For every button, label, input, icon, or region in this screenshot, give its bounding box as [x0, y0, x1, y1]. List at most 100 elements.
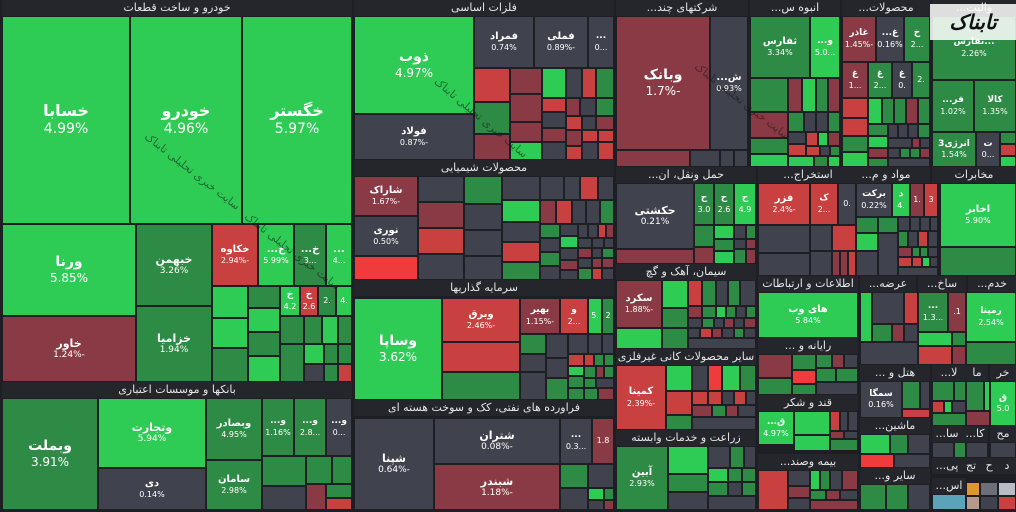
stock-tile-small[interactable]	[326, 498, 352, 510]
stock-tile-small[interactable]	[602, 334, 614, 354]
stock-tile-small[interactable]	[520, 334, 546, 354]
stock-tile[interactable]: وبانک -1.7%	[616, 16, 710, 150]
stock-tile-small[interactable]	[714, 251, 734, 264]
stock-tile-small[interactable]	[304, 344, 324, 364]
stock-tile-small[interactable]	[990, 442, 1016, 458]
stock-tile-small[interactable]	[918, 124, 930, 138]
stock-tile-small[interactable]	[1000, 156, 1016, 167]
stock-tile-small[interactable]	[932, 494, 966, 510]
stock-tile[interactable]: حکشتی 0.21%	[616, 183, 694, 249]
stock-tile[interactable]: خودرو 4.96%	[130, 16, 242, 224]
stock-tile-small[interactable]	[746, 225, 756, 239]
stock-tile-small[interactable]	[324, 364, 338, 382]
stock-tile-small[interactable]	[604, 366, 614, 378]
stock-tile-small[interactable]	[262, 486, 306, 510]
stock-tile[interactable]: خاور -1.24%	[2, 316, 136, 382]
stock-tile-small[interactable]	[740, 365, 756, 391]
stock-tile-small[interactable]	[842, 118, 868, 136]
stock-tile-small[interactable]	[464, 204, 502, 230]
sector-header[interactable]: بانکها و موسسات اعتباری	[2, 382, 352, 398]
stock-tile-small[interactable]	[728, 280, 740, 306]
sector-header[interactable]: سرمایه گذاریها	[354, 280, 614, 296]
stock-tile[interactable]: فزر -2.4%	[758, 183, 810, 225]
stock-tile-small[interactable]	[898, 217, 910, 231]
stock-tile-small[interactable]	[248, 332, 280, 356]
stock-tile-small[interactable]	[560, 270, 578, 280]
stock-tile[interactable]: غ ...1	[842, 62, 868, 98]
stock-tile-small[interactable]: .4	[336, 286, 352, 316]
stock-tile-small[interactable]	[568, 334, 588, 354]
stock-tile-small[interactable]	[568, 388, 584, 400]
sector-header[interactable]: قند و شکر	[758, 395, 858, 411]
stock-tile-small[interactable]	[726, 405, 738, 417]
stock-tile[interactable]: اخابر 5.90%	[940, 183, 1016, 247]
stock-tile-small[interactable]	[738, 405, 756, 417]
stock-tile-small[interactable]	[304, 364, 324, 382]
stock-tile-small[interactable]	[708, 391, 722, 405]
stock-tile[interactable]: دی 0.14%	[98, 468, 206, 510]
stock-tile-small[interactable]	[708, 365, 722, 391]
stock-tile[interactable]: خ ...2	[904, 16, 930, 62]
stock-tile[interactable]: خگستر 5.97%	[242, 16, 352, 224]
stock-tile-small[interactable]	[940, 247, 1016, 276]
stock-tile[interactable]: نوری 0.50%	[354, 216, 418, 256]
stock-tile-small[interactable]	[912, 257, 922, 267]
stock-tile-small[interactable]	[908, 484, 930, 510]
stock-tile-small[interactable]	[758, 354, 792, 378]
stock-tile-small[interactable]	[734, 249, 746, 264]
stock-tile-small[interactable]	[418, 228, 464, 254]
stock-tile-small[interactable]	[540, 252, 560, 266]
stock-tile-small[interactable]	[734, 318, 744, 328]
stock-tile-small[interactable]	[878, 217, 898, 233]
stock-tile-small[interactable]	[856, 217, 878, 233]
stock-tile-small[interactable]	[560, 488, 588, 510]
stock-tile-small[interactable]	[788, 78, 802, 112]
stock-tile-small[interactable]	[820, 470, 830, 490]
stock-tile-small[interactable]	[920, 381, 930, 409]
stock-tile-small[interactable]	[442, 342, 520, 372]
stock-tile-small[interactable]	[944, 401, 952, 413]
stock-tile[interactable]: ح 2.6	[714, 183, 734, 225]
stock-tile-small[interactable]	[602, 248, 614, 258]
sector-header[interactable]: خدم...	[968, 276, 1016, 292]
stock-tile-small[interactable]	[966, 342, 1016, 365]
stock-tile-small[interactable]	[580, 98, 596, 116]
stock-tile-small[interactable]	[584, 366, 596, 378]
stock-tile-small[interactable]	[1000, 132, 1016, 144]
stock-tile-small[interactable]	[882, 98, 894, 124]
stock-tile-small[interactable]	[928, 247, 938, 257]
stock-tile[interactable]: ح 3.0	[694, 183, 714, 225]
stock-tile-small[interactable]	[578, 224, 588, 238]
stock-tile-small[interactable]	[806, 132, 818, 146]
stock-tile-small[interactable]	[898, 267, 938, 276]
stock-tile-small[interactable]	[602, 258, 614, 268]
stock-tile-small[interactable]	[860, 292, 872, 342]
stock-tile-small[interactable]	[966, 411, 990, 426]
sector-header[interactable]: ما	[966, 365, 988, 381]
stock-tile-small[interactable]	[692, 417, 756, 430]
stock-tile-small[interactable]	[816, 112, 828, 132]
stock-tile-small[interactable]	[588, 334, 602, 354]
stock-tile-small[interactable]	[868, 148, 888, 158]
stock-tile-small[interactable]	[932, 442, 954, 458]
sector-header[interactable]: فراورده های نفتی، کک و سوخت هسته ای	[354, 400, 614, 416]
stock-tile-small[interactable]	[582, 68, 596, 98]
stock-tile-small[interactable]: 3	[924, 183, 938, 217]
stock-tile-small[interactable]	[980, 482, 998, 496]
stock-tile[interactable]: ح 4.9	[734, 183, 756, 225]
stock-tile[interactable]: فمراد 0.74%	[474, 16, 534, 68]
stock-tile-small[interactable]	[912, 138, 920, 148]
stock-tile-small[interactable]	[502, 200, 540, 222]
stock-tile-small[interactable]	[788, 132, 806, 144]
sector-header[interactable]: مح	[990, 426, 1016, 442]
stock-tile-small[interactable]	[904, 324, 918, 342]
stock-tile-small[interactable]	[592, 258, 602, 268]
stock-tile-small[interactable]	[932, 381, 954, 401]
stock-tile-small[interactable]	[566, 98, 580, 116]
stock-tile[interactable]: خ 4.2	[280, 286, 300, 316]
stock-tile-small[interactable]	[902, 409, 930, 418]
stock-tile-small[interactable]	[712, 328, 722, 338]
stock-tile-small[interactable]	[662, 308, 688, 328]
stock-tile[interactable]: سکرد -1.88%	[616, 280, 662, 328]
stock-tile-small[interactable]	[692, 391, 708, 405]
